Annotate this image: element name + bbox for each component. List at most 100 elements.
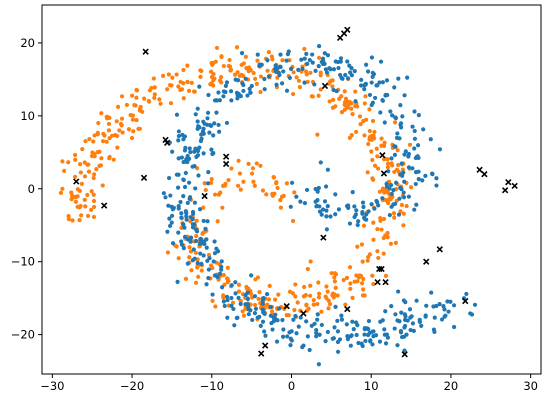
data-point-series-1 xyxy=(392,152,398,158)
data-point-series-1 xyxy=(200,129,206,134)
data-point-series-1 xyxy=(232,323,237,328)
outlier-marker xyxy=(222,160,230,168)
data-point-series-1 xyxy=(393,180,399,185)
data-point-series-1 xyxy=(386,169,391,174)
data-point-series-0 xyxy=(179,225,184,231)
data-point-series-0 xyxy=(85,213,91,219)
data-point-series-0 xyxy=(348,286,353,292)
data-point-series-1 xyxy=(211,133,216,138)
data-point-series-1 xyxy=(271,319,276,324)
data-point-series-1 xyxy=(325,167,330,172)
data-point-series-1 xyxy=(289,180,295,185)
data-point-series-1 xyxy=(434,176,439,181)
data-point-series-1 xyxy=(354,208,359,213)
data-point-series-0 xyxy=(379,227,384,232)
data-point-series-1 xyxy=(432,315,437,320)
outlier-marker xyxy=(423,258,430,265)
data-point-series-0 xyxy=(168,101,174,106)
data-point-series-1 xyxy=(423,313,428,318)
data-point-series-1 xyxy=(178,199,183,205)
outlier-marker xyxy=(380,170,388,177)
data-point-series-0 xyxy=(265,68,270,73)
data-point-series-0 xyxy=(134,88,140,93)
axes: −30 −20 −10 0 10 20 30 −20 −10 0 10 20 xyxy=(11,36,538,393)
data-point-series-0 xyxy=(114,119,119,124)
data-point-series-1 xyxy=(410,321,416,326)
data-point-series-0 xyxy=(371,220,376,225)
data-point-series-1 xyxy=(401,190,406,195)
data-point-series-1 xyxy=(255,52,260,57)
data-point-series-0 xyxy=(385,230,390,236)
data-point-series-0 xyxy=(77,217,82,223)
data-point-series-1 xyxy=(400,114,405,119)
data-point-series-0 xyxy=(252,183,257,188)
data-point-series-0 xyxy=(201,230,206,235)
data-point-series-1 xyxy=(205,116,210,121)
data-point-series-1 xyxy=(253,306,259,311)
data-point-series-0 xyxy=(241,61,246,66)
data-point-series-1 xyxy=(198,236,204,241)
data-point-series-1 xyxy=(300,66,305,71)
data-point-series-1 xyxy=(260,319,266,324)
data-point-series-1 xyxy=(167,216,172,221)
data-point-series-1 xyxy=(181,194,186,199)
data-point-series-0 xyxy=(97,149,102,154)
data-point-series-1 xyxy=(302,80,307,85)
data-point-series-1 xyxy=(182,184,188,190)
data-point-series-0 xyxy=(342,89,347,94)
data-point-series-0 xyxy=(134,95,139,100)
data-point-series-1 xyxy=(183,209,188,214)
data-point-series-1 xyxy=(364,212,369,217)
data-point-series-0 xyxy=(379,143,384,148)
data-point-series-1 xyxy=(338,59,343,64)
data-point-series-1 xyxy=(405,75,410,80)
data-point-series-0 xyxy=(380,187,386,192)
data-point-series-0 xyxy=(379,136,384,141)
data-point-series-1 xyxy=(304,319,309,324)
data-point-series-0 xyxy=(211,78,216,83)
data-point-series-0 xyxy=(260,188,266,193)
data-point-series-0 xyxy=(407,142,413,147)
data-point-series-0 xyxy=(129,93,135,98)
data-point-series-0 xyxy=(187,255,192,260)
data-point-series-1 xyxy=(374,83,379,88)
data-point-series-1 xyxy=(419,323,424,328)
data-point-series-1 xyxy=(176,230,181,235)
data-point-series-0 xyxy=(222,282,227,287)
outlier-marker xyxy=(344,305,351,313)
data-point-series-1 xyxy=(327,66,332,71)
data-point-series-1 xyxy=(205,219,210,224)
data-point-series-1 xyxy=(217,271,223,276)
data-point-series-1 xyxy=(437,147,443,152)
data-point-series-0 xyxy=(409,185,414,190)
data-point-series-0 xyxy=(385,157,390,162)
data-point-series-0 xyxy=(376,255,381,261)
data-point-series-1 xyxy=(219,259,224,264)
data-point-series-0 xyxy=(381,216,387,222)
data-point-series-0 xyxy=(165,87,170,92)
data-point-series-1 xyxy=(238,94,243,99)
data-point-series-0 xyxy=(176,256,181,261)
data-point-series-0 xyxy=(219,80,224,85)
data-point-series-0 xyxy=(192,89,197,94)
data-point-series-0 xyxy=(226,63,231,69)
data-point-series-0 xyxy=(253,76,258,82)
data-point-series-0 xyxy=(60,159,65,164)
data-point-series-0 xyxy=(131,129,136,134)
data-point-series-1 xyxy=(184,214,189,219)
data-point-series-1 xyxy=(408,327,413,333)
data-point-series-1 xyxy=(229,295,234,301)
data-point-series-1 xyxy=(396,76,401,81)
data-point-series-0 xyxy=(372,129,377,135)
data-point-series-1 xyxy=(249,273,254,278)
data-point-series-0 xyxy=(185,79,190,84)
data-point-series-1 xyxy=(307,347,312,353)
data-point-series-0 xyxy=(291,70,296,75)
data-point-series-1 xyxy=(175,279,180,284)
data-point-series-0 xyxy=(355,244,360,249)
data-point-series-0 xyxy=(198,74,203,79)
data-point-series-1 xyxy=(266,74,271,79)
data-point-series-1 xyxy=(262,76,267,82)
data-point-series-1 xyxy=(211,151,216,156)
data-point-series-1 xyxy=(383,341,389,346)
